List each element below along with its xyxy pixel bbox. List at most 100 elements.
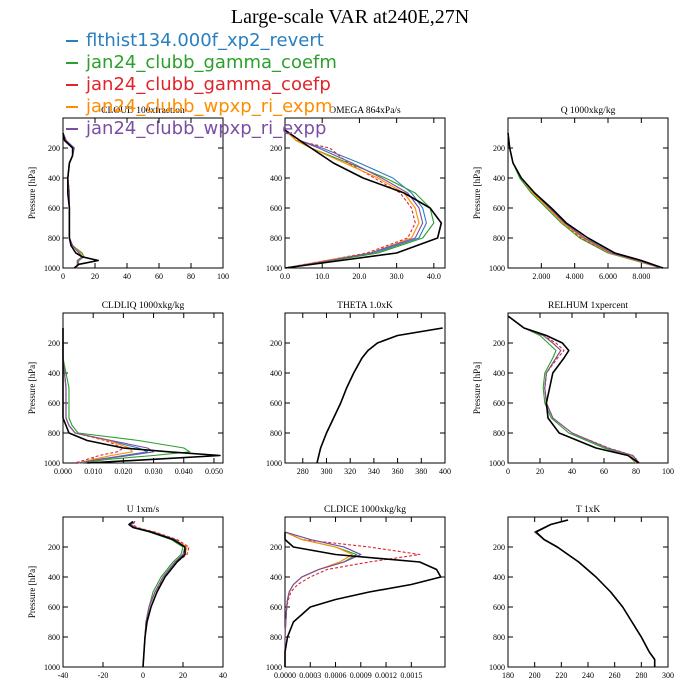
x-tick-label: 100 bbox=[217, 272, 229, 281]
y-tick-label: 400 bbox=[48, 369, 60, 378]
series-line bbox=[284, 531, 362, 667]
x-tick-label: 40.0 bbox=[427, 272, 441, 281]
series-line bbox=[284, 129, 443, 269]
x-tick-label: 10.0 bbox=[315, 272, 329, 281]
x-tick-label: 60 bbox=[600, 467, 608, 476]
y-tick-label: 1000 bbox=[489, 663, 505, 672]
chart-title: RELHUM 1xpercent bbox=[548, 301, 628, 311]
series-line bbox=[534, 519, 656, 667]
chart-title: T 1xK bbox=[576, 505, 601, 515]
series-line bbox=[507, 315, 640, 464]
chart-panel: 280 300 320 340 360 380 400 200 400 600 800 1000 THE… bbox=[266, 301, 451, 476]
legend-swatch bbox=[66, 84, 78, 86]
x-tick-label: 260 bbox=[609, 671, 621, 680]
chart-title: THETA 1.0xK bbox=[337, 301, 393, 311]
chart-title: CLDLIQ 1000xkg/kg bbox=[102, 301, 185, 311]
y-tick-label: 400 bbox=[270, 369, 282, 378]
legend-label: jan24_clubb_gamma_coefp bbox=[86, 74, 331, 95]
series-line bbox=[507, 315, 640, 464]
chart-panel: 0.0 10.0 20.0 30.0 40.0 200 400 600 800 1000 OMEGA… bbox=[266, 106, 446, 281]
chart-title: Q 1000xkg/kg bbox=[561, 106, 616, 116]
series-line bbox=[507, 315, 639, 464]
series-line bbox=[62, 328, 221, 464]
y-tick-label: 200 bbox=[493, 144, 505, 153]
x-tick-label: 60 bbox=[155, 272, 163, 281]
y-tick-label: 600 bbox=[493, 399, 505, 408]
series-line bbox=[316, 327, 443, 464]
plot-frame bbox=[284, 312, 446, 464]
plot-frame bbox=[62, 516, 224, 668]
y-tick-label: 800 bbox=[493, 633, 505, 642]
legend-item: jan24_clubb_gamma_coefp bbox=[66, 74, 337, 96]
x-tick-label: 20 bbox=[91, 272, 99, 281]
legend-label: flthist134.000f_xp2_revert bbox=[86, 30, 324, 51]
series-line bbox=[507, 315, 637, 464]
series-line bbox=[507, 132, 664, 269]
x-tick-label: 40 bbox=[568, 467, 576, 476]
y-tick-label: 800 bbox=[493, 234, 505, 243]
legend-swatch bbox=[66, 62, 78, 64]
x-tick-label: 300 bbox=[320, 467, 332, 476]
y-axis-label: Pressure [hPa] bbox=[27, 566, 37, 618]
series-line bbox=[316, 327, 443, 464]
series-line bbox=[507, 315, 640, 464]
y-tick-label: 200 bbox=[493, 339, 505, 348]
x-tick-label: 400 bbox=[439, 467, 451, 476]
x-tick-label: 300 bbox=[662, 671, 674, 680]
figure-title: Large-scale VAR at240E,27N bbox=[230, 6, 470, 28]
y-tick-label: 600 bbox=[493, 204, 505, 213]
y-tick-label: 1000 bbox=[266, 663, 282, 672]
chart-panel: 0 20 40 60 80 100 200 400 600 800 1000 Pressure [hP… bbox=[472, 301, 674, 476]
y-tick-label: 400 bbox=[270, 573, 282, 582]
x-tick-label: 100 bbox=[662, 467, 674, 476]
legend-label: jan24_clubb_wpxp_ri_expm bbox=[86, 96, 333, 117]
x-tick-label: 80 bbox=[187, 272, 195, 281]
plot-frame bbox=[507, 312, 669, 464]
x-tick-label: 0.030 bbox=[145, 467, 163, 476]
series-line bbox=[507, 132, 662, 269]
x-tick-label: 340 bbox=[368, 467, 380, 476]
series-line bbox=[507, 132, 662, 269]
x-tick-label: -20 bbox=[98, 671, 109, 680]
x-tick-label: 0.0000 bbox=[274, 671, 296, 680]
y-axis-label: Pressure [hPa] bbox=[472, 167, 482, 219]
legend-swatch bbox=[66, 40, 78, 42]
plot-frame bbox=[62, 117, 224, 269]
x-tick-label: 0.040 bbox=[175, 467, 193, 476]
series-line bbox=[316, 327, 443, 464]
chart-title: OMEGA 864xPa/s bbox=[329, 106, 401, 116]
x-tick-label: -40 bbox=[58, 671, 69, 680]
y-tick-label: 1000 bbox=[44, 264, 60, 273]
y-tick-label: 200 bbox=[270, 144, 282, 153]
legend-swatch bbox=[66, 128, 78, 130]
legend-label: jan24_clubb_wpxp_ri_expp bbox=[86, 118, 327, 139]
x-tick-label: 0.0 bbox=[280, 272, 290, 281]
x-tick-label: 200 bbox=[529, 671, 541, 680]
series-line bbox=[534, 519, 656, 667]
x-tick-label: 20.0 bbox=[352, 272, 366, 281]
x-tick-label: 6.000 bbox=[599, 272, 617, 281]
x-tick-label: 360 bbox=[392, 467, 404, 476]
y-tick-label: 600 bbox=[270, 399, 282, 408]
series-line bbox=[316, 327, 443, 464]
x-tick-label: 180 bbox=[502, 671, 514, 680]
series-line bbox=[316, 327, 443, 464]
x-tick-label: 40 bbox=[123, 272, 131, 281]
series-line bbox=[62, 328, 155, 464]
x-tick-label: 0.0012 bbox=[375, 671, 397, 680]
y-tick-label: 600 bbox=[493, 603, 505, 612]
y-tick-label: 1000 bbox=[44, 459, 60, 468]
y-tick-label: 400 bbox=[493, 573, 505, 582]
series-line bbox=[507, 132, 662, 269]
legend: flthist134.000f_xp2_revert jan24_clubb_ga… bbox=[66, 30, 337, 140]
series-line bbox=[62, 328, 149, 464]
y-tick-label: 800 bbox=[48, 429, 60, 438]
x-tick-label: 0.0003 bbox=[299, 671, 321, 680]
chart-panel: 180 200 220 240 260 280 300 200 400 600 800 1000 T 1… bbox=[489, 505, 674, 680]
series-line bbox=[284, 531, 421, 667]
y-tick-label: 1000 bbox=[489, 264, 505, 273]
y-tick-label: 1000 bbox=[266, 264, 282, 273]
y-tick-label: 800 bbox=[48, 633, 60, 642]
legend-item: jan24_clubb_wpxp_ri_expp bbox=[66, 118, 337, 140]
chart-panel: 0.000 0.010 0.020 0.030 0.040 0.050 200 400 600 8… bbox=[27, 301, 224, 476]
